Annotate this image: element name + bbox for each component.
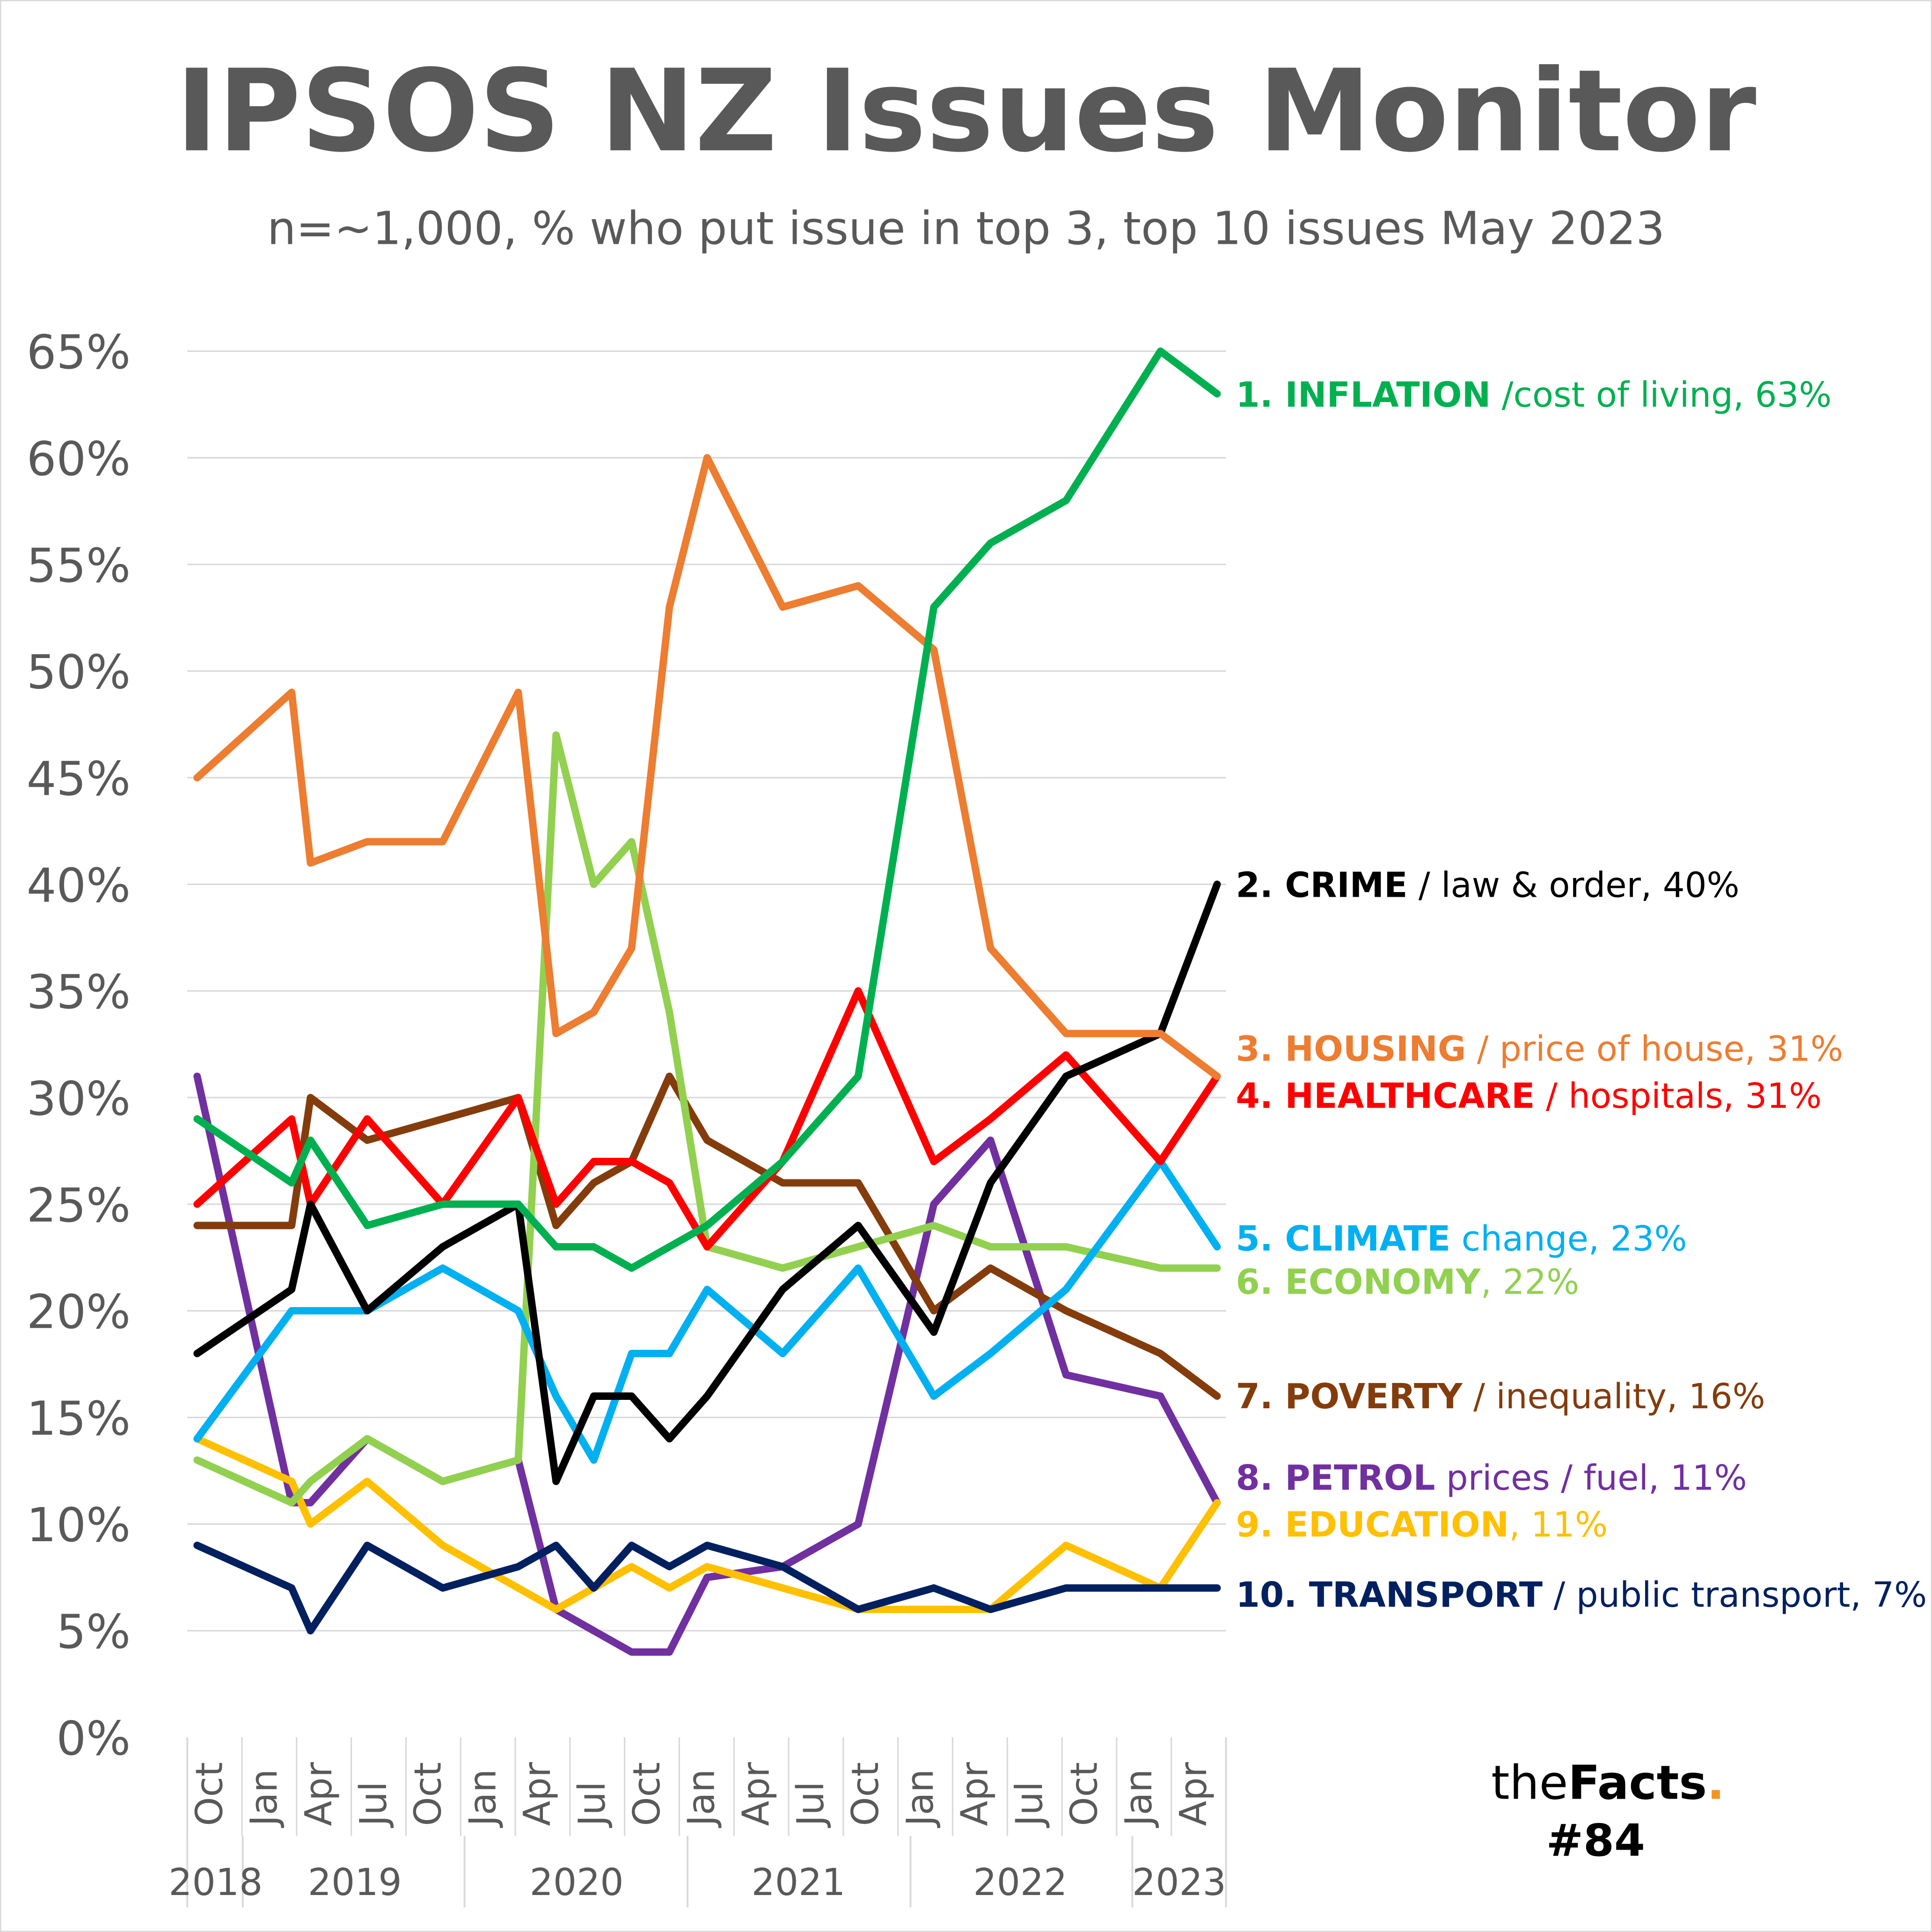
x-axis: Oct Jan Apr Jul Oct Jan Apr Jul Oct Jan Apr Jul Oct J… — [168, 1737, 1227, 1908]
series-label-detail: change, 23% — [1450, 1219, 1687, 1259]
x-tick-label: Jul — [1008, 1781, 1051, 1828]
y-tick-label: 5% — [56, 1604, 131, 1659]
series-line-crime — [193, 880, 1221, 1486]
year-label: 2023 — [1132, 1861, 1226, 1904]
series-label-economy: 6. ECONOMY, 22% — [1236, 1262, 1580, 1302]
year-label: 2021 — [751, 1861, 845, 1904]
series-label-crime: 2. CRIME / law & order, 40% — [1236, 866, 1740, 906]
year-label: 2022 — [973, 1861, 1067, 1904]
series-line-climate — [193, 1157, 1221, 1464]
series-line-education — [193, 1435, 1221, 1613]
y-tick-label: 25% — [27, 1178, 131, 1233]
series-label-detail: / inequality, 16% — [1463, 1377, 1765, 1417]
series-label-detail: , 11% — [1509, 1505, 1608, 1545]
series-label-detail: /cost of living, 63% — [1491, 375, 1831, 415]
x-tick-label: Jul — [789, 1781, 832, 1828]
series-line-housing — [193, 454, 1221, 1080]
series-line-inflation — [193, 347, 1221, 1272]
y-tick-label: 50% — [27, 645, 131, 700]
y-axis-tick-labels: 0% 5% 10% 15% 20% 25% 30% 35% 40% 45% 50% 55% 60% 65% — [27, 325, 131, 1766]
year-label: 2018 — [168, 1861, 263, 1904]
x-tick-label: Apr — [516, 1762, 559, 1826]
series-line-transport — [193, 1541, 1221, 1635]
x-tick-label: Apr — [297, 1762, 340, 1826]
x-tick-label: Oct — [407, 1762, 450, 1826]
logo-dot: . — [1707, 1756, 1725, 1810]
svg-text:theFacts.: theFacts. — [1491, 1756, 1725, 1810]
x-tick-label: Jan — [242, 1769, 285, 1829]
x-tick-label: Jul — [571, 1781, 614, 1828]
y-tick-label: 55% — [27, 538, 131, 593]
x-tick-label: Oct — [844, 1762, 887, 1826]
series-label-detail: / public transport, 7% — [1543, 1575, 1927, 1615]
series-line-economy — [193, 731, 1221, 1507]
logo-the: the — [1491, 1756, 1568, 1810]
chart-subtitle: n=~1,000, % who put issue in top 3, top … — [267, 202, 1665, 255]
chart-title: IPSOS NZ Issues Monitor — [176, 45, 1756, 177]
thefacts-logo: theFacts. #84 — [1491, 1756, 1725, 1866]
series-label-healthcare: 4. HEALTHCARE / hospitals, 31% — [1236, 1076, 1822, 1116]
issue-number: #84 — [1546, 1815, 1645, 1866]
y-tick-label: 30% — [27, 1071, 131, 1126]
y-tick-label: 10% — [27, 1498, 131, 1552]
series-label-bold: 2. CRIME — [1236, 866, 1408, 906]
x-tick-label: Apr — [953, 1762, 996, 1826]
series-label-detail: / price of house, 31% — [1466, 1030, 1843, 1069]
x-tick-label: Jan — [899, 1769, 942, 1829]
x-tick-label: Oct — [188, 1762, 231, 1826]
series-label-poverty: 7. POVERTY / inequality, 16% — [1236, 1377, 1765, 1417]
x-tick-label: Jan — [461, 1769, 504, 1829]
series-line-healthcare — [193, 987, 1221, 1251]
x-tick-label: Jan — [680, 1769, 723, 1829]
series-label-petrol: 8. PETROL prices / fuel, 11% — [1236, 1458, 1747, 1498]
series-lines — [193, 347, 1221, 1656]
series-label-detail: / hospitals, 31% — [1535, 1076, 1822, 1116]
y-tick-label: 20% — [27, 1285, 131, 1339]
x-tick-label: Apr — [734, 1762, 777, 1826]
series-label-bold: 4. HEALTHCARE — [1236, 1076, 1535, 1116]
y-tick-label: 15% — [27, 1391, 131, 1446]
series-label-detail: prices / fuel, 11% — [1435, 1458, 1747, 1498]
series-label-bold: 6. ECONOMY — [1236, 1262, 1482, 1302]
series-label-bold: 9. EDUCATION — [1236, 1505, 1509, 1545]
series-label-bold: 8. PETROL — [1236, 1458, 1435, 1498]
logo-facts: Facts — [1568, 1756, 1707, 1810]
y-tick-label: 0% — [56, 1711, 131, 1766]
y-tick-label: 65% — [27, 325, 131, 380]
year-label: 2020 — [530, 1861, 624, 1904]
series-label-education: 9. EDUCATION, 11% — [1236, 1505, 1608, 1545]
y-tick-label: 40% — [27, 858, 131, 913]
series-label-detail: , 22% — [1481, 1262, 1580, 1302]
y-tick-label: 35% — [27, 965, 131, 1019]
series-label-bold: 3. HOUSING — [1236, 1030, 1466, 1069]
gridlines — [187, 350, 1226, 1632]
series-label-transport: 10. TRANSPORT / public transport, 7% — [1236, 1575, 1927, 1615]
x-tick-label: Oct — [625, 1762, 668, 1826]
series-label-bold: 7. POVERTY — [1236, 1377, 1464, 1417]
y-tick-label: 60% — [27, 432, 131, 486]
series-label-bold: 1. INFLATION — [1236, 375, 1491, 415]
y-tick-label: 45% — [27, 751, 131, 806]
series-label-bold: 5. CLIMATE — [1236, 1219, 1451, 1259]
x-tick-label: Oct — [1062, 1762, 1105, 1826]
series-label-detail: / law & order, 40% — [1407, 866, 1739, 906]
series-labels: 1. INFLATION /cost of living, 63% 2. CRIM… — [1236, 375, 1927, 1615]
series-label-bold: 10. TRANSPORT — [1236, 1575, 1543, 1615]
x-tick-label: Jul — [352, 1781, 395, 1828]
series-label-inflation: 1. INFLATION /cost of living, 63% — [1236, 375, 1832, 415]
x-tick-label: Apr — [1172, 1762, 1215, 1826]
x-tick-label: Jan — [1117, 1769, 1160, 1829]
series-label-housing: 3. HOUSING / price of house, 31% — [1236, 1030, 1844, 1069]
series-label-climate: 5. CLIMATE change, 23% — [1236, 1219, 1687, 1259]
year-label: 2019 — [308, 1861, 402, 1904]
